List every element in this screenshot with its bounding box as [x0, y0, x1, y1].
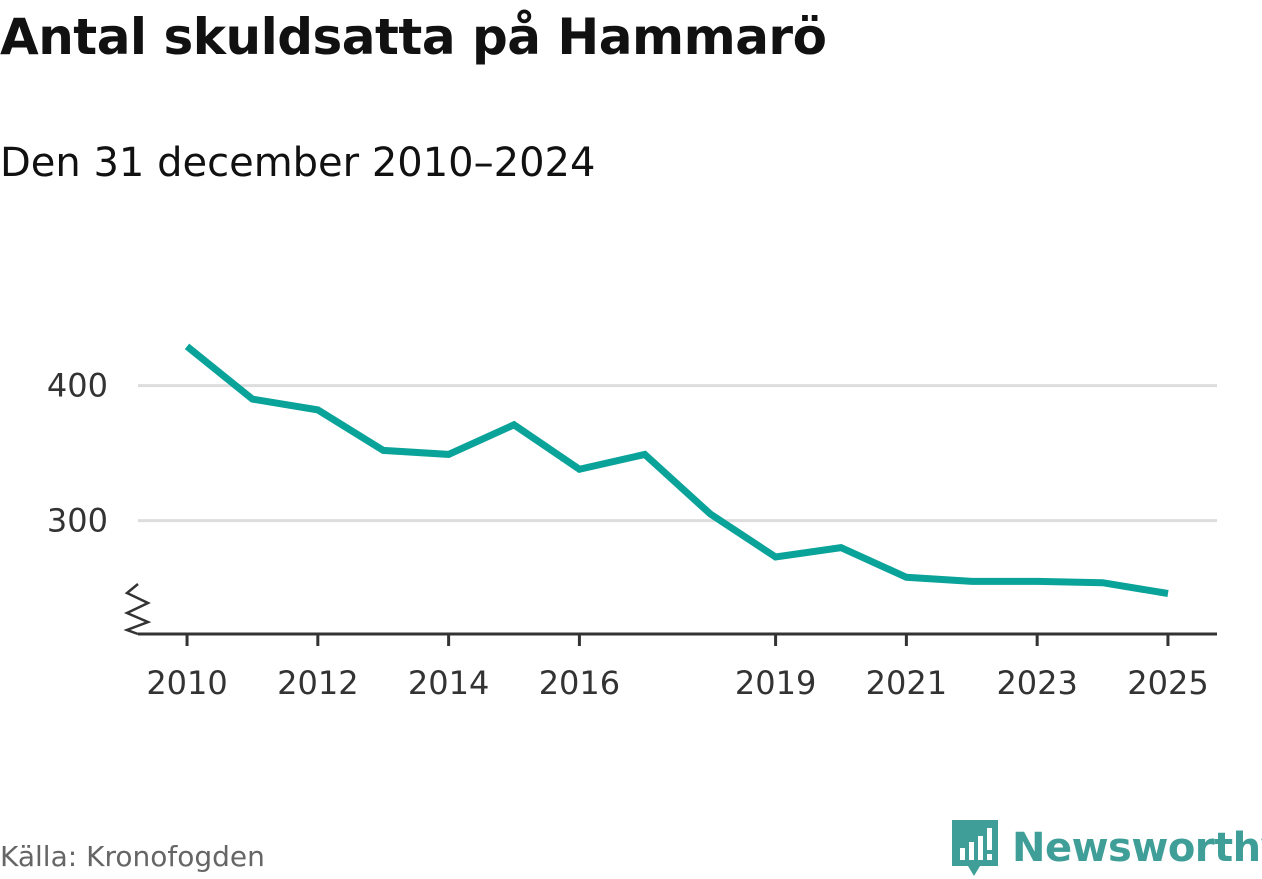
data-point-2024	[1099, 579, 1106, 586]
x-tick-label-2019: 2019	[735, 664, 816, 702]
y-tick-label-300: 300	[47, 502, 108, 540]
data-point-2013	[380, 447, 387, 454]
chart-title: Antal skuldsatta på Hammarö	[0, 8, 827, 66]
source-note: Källa: Kronofogden	[0, 840, 265, 873]
x-tick-label-2023: 2023	[996, 664, 1077, 702]
data-point-2017	[641, 451, 648, 458]
data-point-2016	[576, 466, 583, 473]
series-line-0	[184, 343, 1169, 597]
data-point-2012	[314, 406, 321, 413]
data-point-2019	[772, 554, 779, 561]
data-point-2018	[707, 510, 714, 517]
data-point-2021	[903, 574, 910, 581]
x-tick-label-2016: 2016	[539, 664, 620, 702]
data-point-2022	[968, 578, 975, 585]
brand-logo: Newsworthy	[950, 818, 1262, 878]
axis-break-icon	[123, 583, 152, 636]
data-point-2015	[511, 421, 518, 428]
x-tick-label-2014: 2014	[408, 664, 489, 702]
data-point-2025	[1165, 590, 1172, 597]
y-tick-label-400: 400	[47, 367, 108, 405]
x-tick-label-2010: 2010	[146, 664, 227, 702]
data-point-2014	[445, 451, 452, 458]
chart-subtitle: Den 31 december 2010–2024	[0, 140, 596, 186]
newsworthy-logo-icon	[952, 820, 998, 876]
x-tick-label-2025: 2025	[1127, 664, 1208, 702]
data-point-2010	[184, 343, 191, 350]
x-tick-label-2021: 2021	[866, 664, 947, 702]
data-point-2023	[1034, 578, 1041, 585]
data-point-2011	[249, 396, 256, 403]
x-tick-label-2012: 2012	[277, 664, 358, 702]
brand-name: Newsworthy	[1012, 825, 1262, 871]
data-point-2020	[838, 544, 845, 551]
